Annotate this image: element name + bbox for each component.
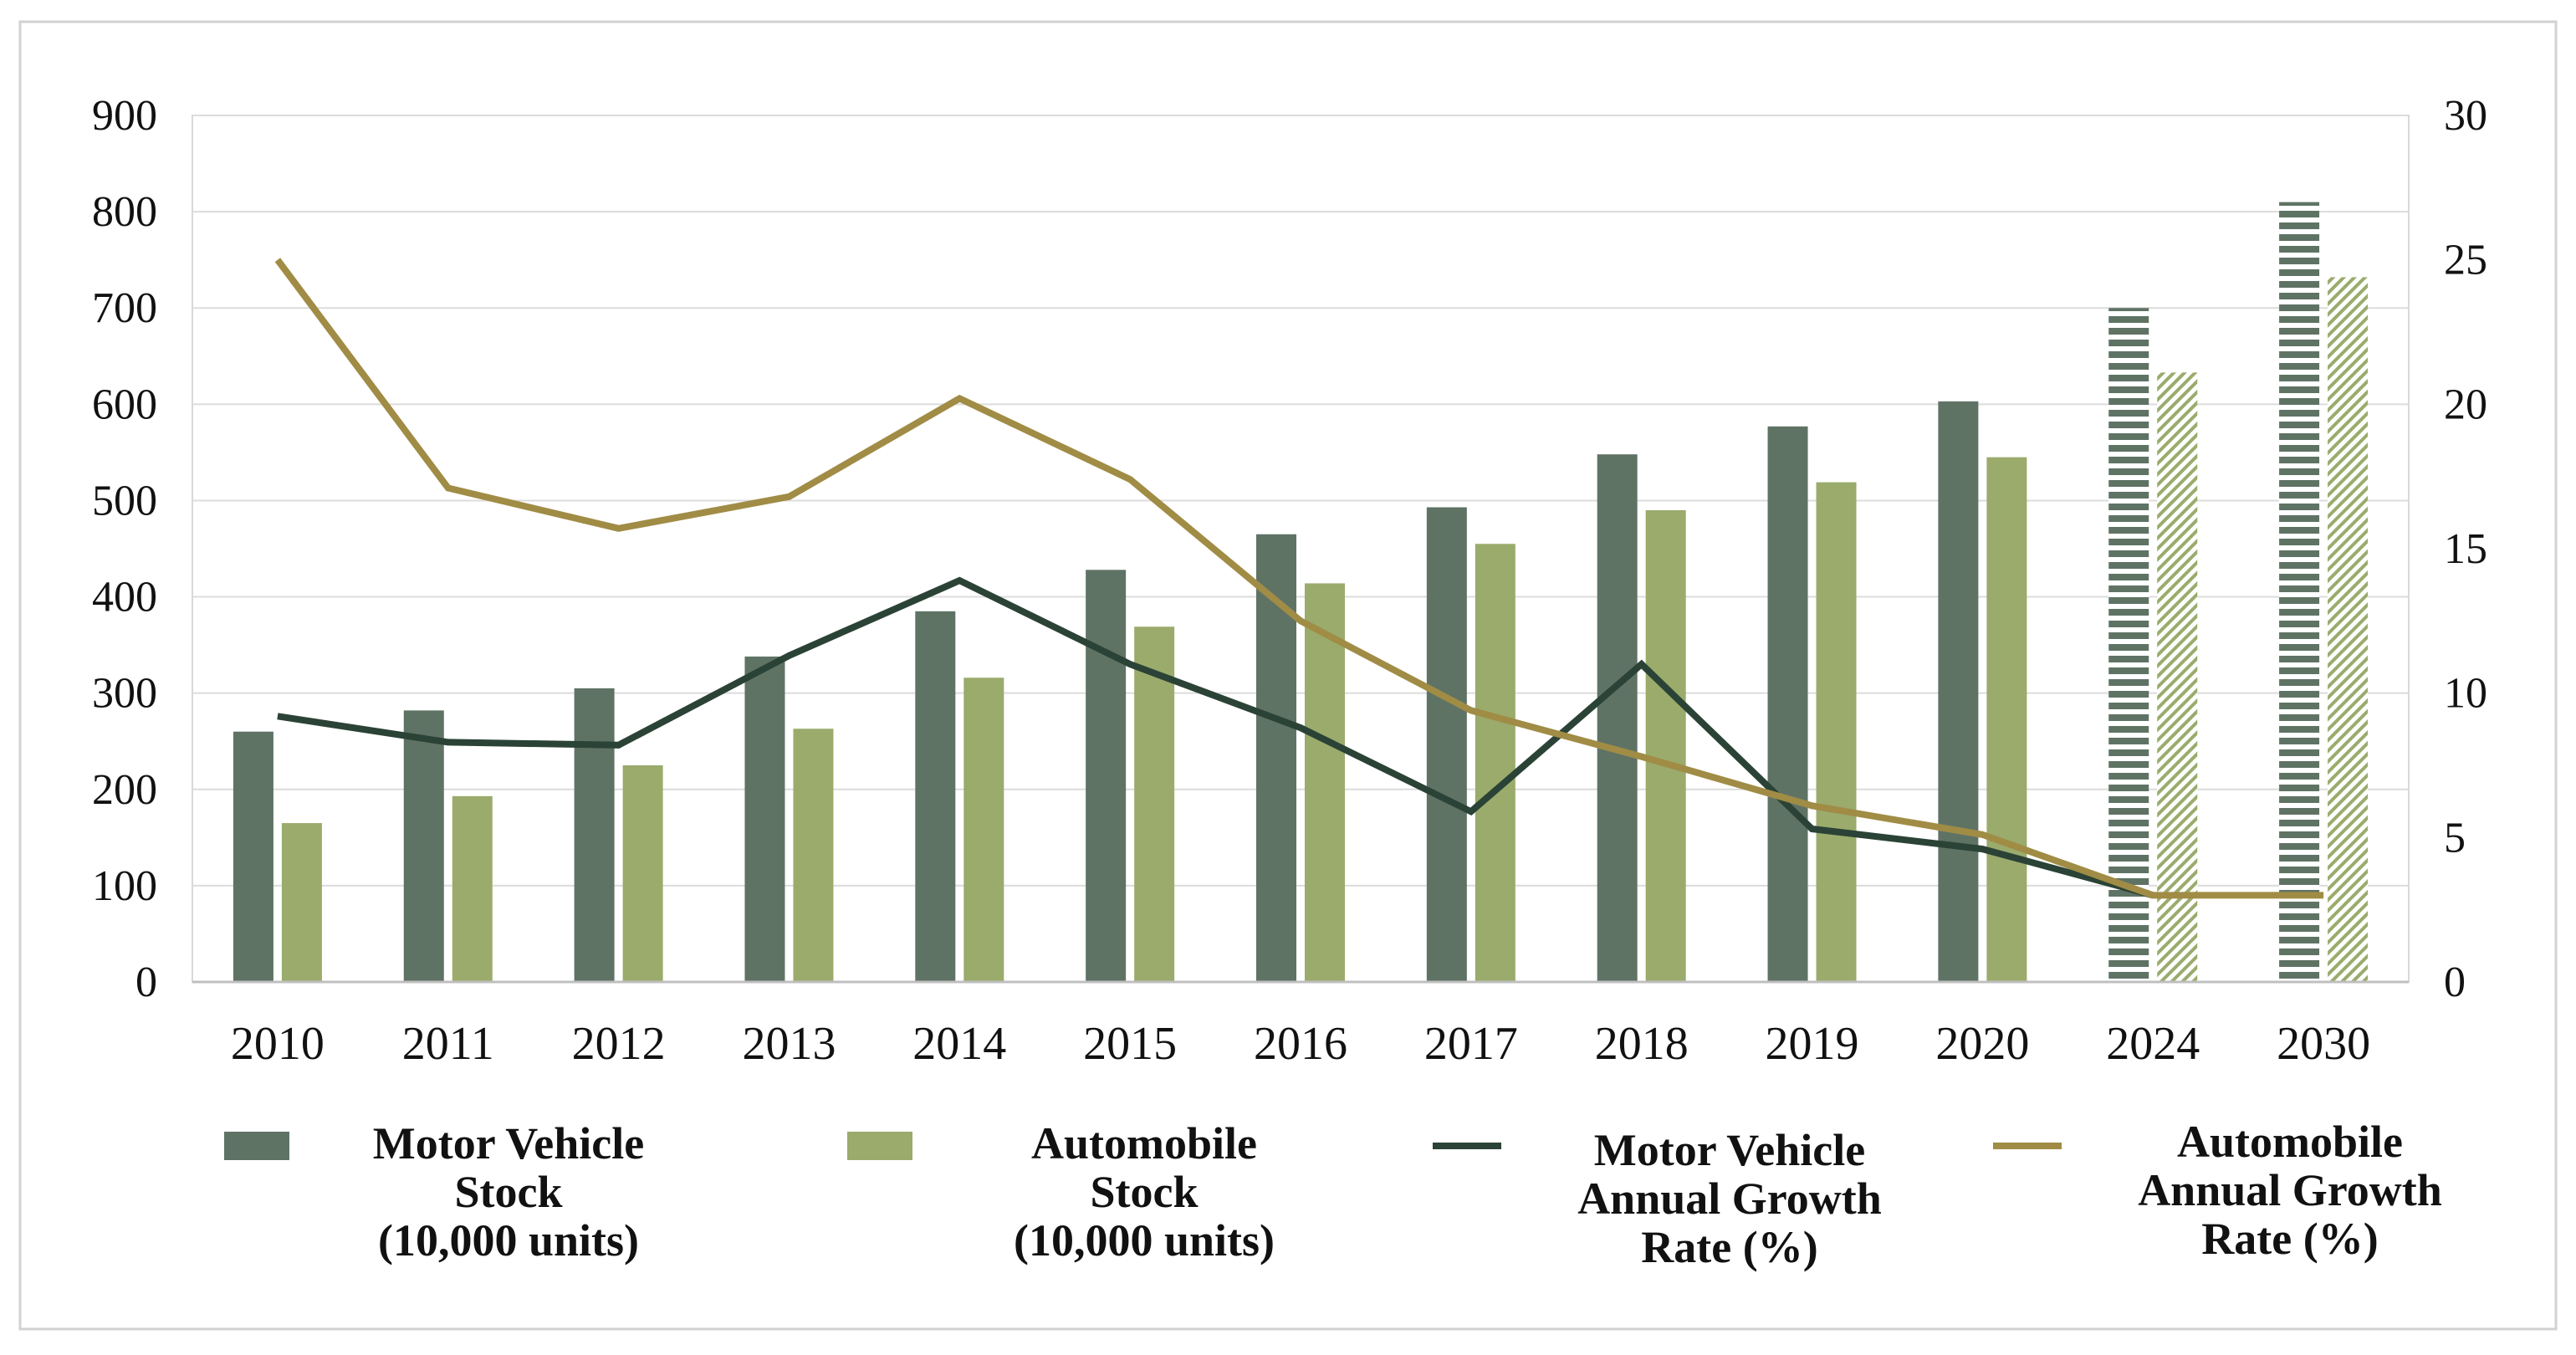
bar-automobile-stock bbox=[281, 823, 322, 982]
y-right-tick-label: 25 bbox=[2444, 237, 2487, 284]
bar-motor-vehicle-stock bbox=[1086, 570, 1127, 982]
x-tick-label: 2014 bbox=[912, 1018, 1006, 1070]
y-left-tick-label: 600 bbox=[92, 381, 157, 428]
bar-automobile-stock bbox=[1645, 509, 1686, 982]
y-right-tick-label: 20 bbox=[2444, 381, 2487, 428]
bar-automobile-stock bbox=[1134, 626, 1175, 982]
x-tick-label: 2010 bbox=[231, 1018, 325, 1070]
y-right-tick-label: 15 bbox=[2444, 525, 2487, 573]
bar-automobile-stock bbox=[1305, 583, 1345, 982]
bar-motor-vehicle-stock bbox=[574, 688, 615, 982]
legend-label: Stock bbox=[454, 1167, 562, 1217]
y-left-tick-label: 100 bbox=[92, 862, 157, 910]
legend-label: Stock bbox=[1090, 1167, 1198, 1217]
x-tick-label: 2012 bbox=[572, 1018, 666, 1070]
y-right-tick-label: 5 bbox=[2444, 814, 2466, 862]
x-tick-label: 2011 bbox=[402, 1018, 494, 1070]
bars-layer bbox=[233, 202, 2369, 983]
bar-motor-vehicle-stock bbox=[2108, 308, 2149, 982]
bar-motor-vehicle-stock bbox=[1597, 454, 1638, 982]
legend-label: Annual Growth bbox=[1577, 1173, 1882, 1224]
y-left-tick-label: 300 bbox=[92, 670, 157, 718]
line-automobile-growth bbox=[274, 258, 2324, 899]
x-tick-label: 2020 bbox=[1935, 1018, 2029, 1070]
bar-automobile-stock bbox=[2157, 372, 2198, 982]
bar-motor-vehicle-stock bbox=[1426, 507, 1467, 982]
legend-label: (10,000 units) bbox=[1014, 1215, 1275, 1266]
x-tick-label: 2019 bbox=[1766, 1018, 1859, 1070]
y-left-tick-label: 900 bbox=[92, 92, 157, 140]
legend-label: Motor Vehicle bbox=[1594, 1125, 1865, 1175]
y-left-tick-label: 400 bbox=[92, 574, 157, 621]
x-tick-label: 2018 bbox=[1595, 1018, 1689, 1070]
bar-automobile-stock bbox=[963, 678, 1004, 982]
x-tick-label: 2013 bbox=[742, 1018, 836, 1070]
legend-label: Automobile bbox=[2177, 1117, 2403, 1167]
y-right-tick-label: 10 bbox=[2444, 670, 2487, 718]
x-tick-label: 2024 bbox=[2106, 1018, 2200, 1070]
y-left-tick-label: 200 bbox=[92, 766, 157, 814]
bar-automobile-stock bbox=[1816, 482, 1857, 982]
bar-automobile-stock bbox=[452, 795, 493, 982]
x-tick-label: 2016 bbox=[1254, 1018, 1347, 1070]
x-tick-label: 2017 bbox=[1424, 1018, 1518, 1070]
legend-label: Rate (%) bbox=[1641, 1222, 1817, 1272]
bar-automobile-stock bbox=[1986, 457, 2027, 982]
lines-layer bbox=[274, 258, 2324, 899]
x-tick-label: 2030 bbox=[2277, 1018, 2370, 1070]
bar-automobile-stock bbox=[2328, 277, 2369, 982]
grid-layer bbox=[192, 115, 2409, 887]
y-left-tick-label: 800 bbox=[92, 188, 157, 236]
bar-motor-vehicle-stock bbox=[233, 731, 273, 982]
bar-automobile-stock bbox=[1475, 544, 1515, 982]
bar-motor-vehicle-stock bbox=[2279, 202, 2320, 983]
bar-automobile-stock bbox=[622, 765, 663, 982]
x-tick-label: 2015 bbox=[1083, 1018, 1177, 1070]
y-left-tick-label: 700 bbox=[92, 284, 157, 332]
legend-label: Annual Growth bbox=[2138, 1165, 2442, 1215]
line-motor-vehicle-growth bbox=[277, 576, 2154, 899]
legend-label: Automobile bbox=[1031, 1118, 1257, 1168]
legend-label: (10,000 units) bbox=[378, 1215, 639, 1266]
legend-label: Motor Vehicle bbox=[373, 1118, 644, 1168]
bar-motor-vehicle-stock bbox=[403, 710, 444, 982]
bar-motor-vehicle-stock bbox=[915, 611, 956, 982]
legend-swatch bbox=[847, 1132, 912, 1160]
y-left-tick-label: 500 bbox=[92, 477, 157, 524]
bar-automobile-stock bbox=[793, 729, 834, 982]
legend-swatch bbox=[224, 1132, 289, 1160]
bar-motor-vehicle-stock bbox=[1767, 426, 1808, 982]
axis-layer: 0 100 200 300 400 500 600 700 800 900 0 5 10 15 20 25 30… bbox=[92, 92, 2487, 1070]
y-right-tick-label: 0 bbox=[2444, 959, 2466, 1006]
y-left-tick-label: 0 bbox=[135, 959, 157, 1006]
bar-motor-vehicle-stock bbox=[744, 656, 785, 982]
y-right-tick-label: 30 bbox=[2444, 92, 2487, 140]
legend-label: Rate (%) bbox=[2201, 1214, 2378, 1264]
bar-motor-vehicle-stock bbox=[1938, 401, 1979, 982]
